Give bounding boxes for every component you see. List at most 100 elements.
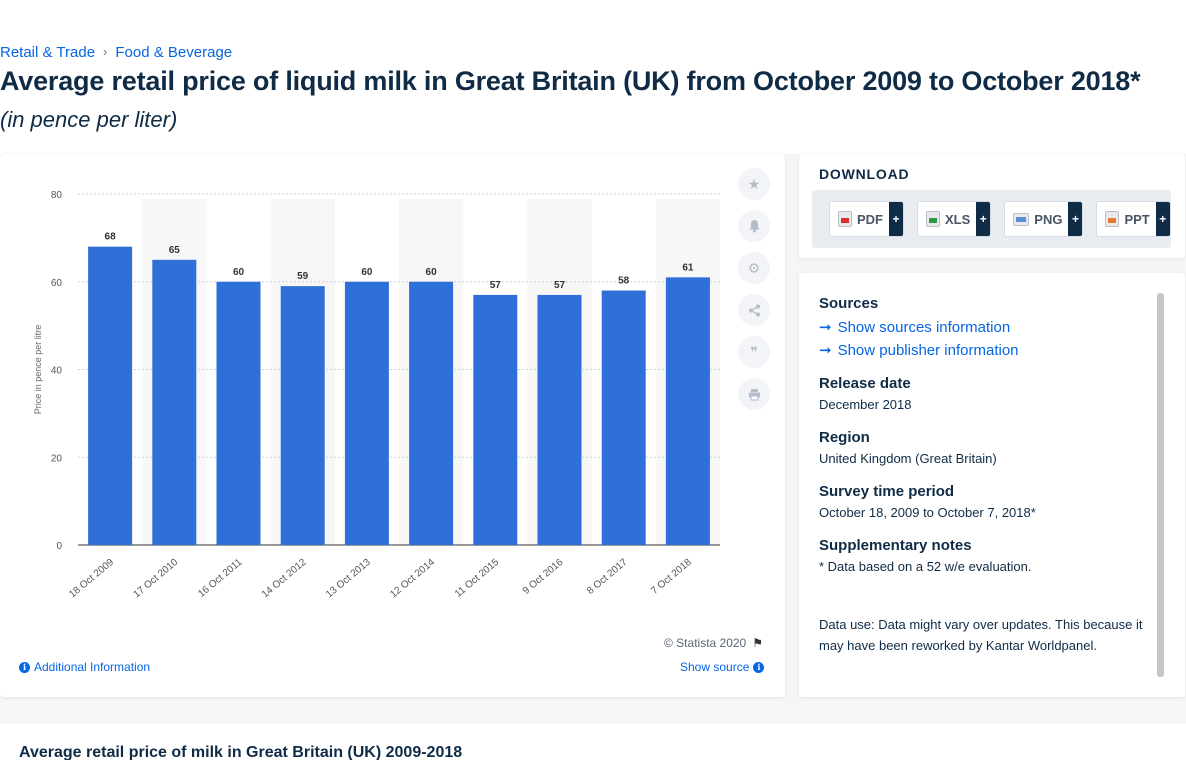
y-tick-label: 0 — [56, 541, 62, 552]
download-xls-button[interactable]: XLS + — [917, 201, 992, 237]
page-subtitle: (in pence per liter) — [0, 107, 178, 132]
bar — [216, 281, 261, 545]
download-ppt-label: PPT — [1124, 211, 1150, 227]
bar — [344, 281, 389, 545]
y-tick-label: 40 — [51, 366, 63, 377]
bar-chart: 0 20 40 60 80 Price in pence per litre 68 18 Oc… — [33, 190, 720, 601]
region-heading: Region — [819, 429, 870, 446]
show-sources-link[interactable]: ➞ Show sources information — [819, 318, 1149, 337]
x-tick-label: 18 Oct 2009 — [67, 557, 116, 601]
citation-quote-icon[interactable]: ❞ — [738, 336, 770, 368]
chart-tools: ★ ⚙ ❞ — [738, 168, 770, 410]
info-content[interactable]: Sources ➞ Show sources information ➞ Sho… — [819, 295, 1149, 677]
data-label: 65 — [169, 245, 181, 256]
pdf-file-icon — [838, 211, 852, 227]
bar — [601, 290, 646, 545]
share-icon[interactable] — [738, 294, 770, 326]
show-source-label: Show source — [680, 660, 750, 674]
show-sources-label: Show sources information — [837, 318, 1011, 336]
sources-heading: Sources — [819, 295, 879, 312]
y-tick-label: 60 — [51, 278, 63, 289]
arrow-right-icon: ➞ — [819, 319, 832, 336]
favorite-star-icon[interactable]: ★ — [738, 168, 770, 200]
top-strip — [0, 0, 1186, 36]
survey-period-value: October 18, 2009 to October 7, 2018* — [819, 505, 1036, 520]
breadcrumb: Retail & Trade › Food & Beverage — [0, 44, 232, 61]
plus-icon: + — [889, 202, 903, 236]
settings-gear-icon[interactable]: ⚙ — [738, 252, 770, 284]
info-scrollbar[interactable] — [1157, 293, 1164, 677]
bar — [665, 277, 710, 545]
x-tick-label: 11 Oct 2015 — [453, 557, 502, 600]
plus-icon: + — [976, 202, 991, 236]
download-card: DOWNLOAD PDF + XLS + PNG + PPT + — [799, 154, 1185, 258]
data-label: 61 — [682, 262, 694, 273]
data-label: 68 — [105, 232, 117, 243]
data-label: 58 — [618, 276, 630, 287]
copyright-text: © Statista 2020 — [664, 636, 747, 650]
data-label: 60 — [426, 267, 438, 278]
y-tick-label: 20 — [51, 453, 63, 464]
y-axis-label: Price in pence per litre — [33, 325, 43, 415]
header-area — [0, 36, 1186, 154]
supplementary-notes-value: * Data based on a 52 w/e evaluation. — [819, 559, 1032, 574]
region-value: United Kingdom (Great Britain) — [819, 451, 997, 466]
breadcrumb-food-beverage[interactable]: Food & Beverage — [115, 44, 233, 61]
bar — [473, 294, 518, 545]
info-icon: i — [19, 661, 30, 673]
bar — [409, 281, 454, 545]
download-png-button[interactable]: PNG + — [1004, 201, 1084, 237]
xls-file-icon — [926, 211, 940, 227]
show-source-link[interactable]: Show source i — [680, 660, 765, 674]
show-publisher-link[interactable]: ➞ Show publisher information — [819, 341, 1149, 360]
data-label: 57 — [554, 280, 566, 291]
x-tick-label: 13 Oct 2013 — [324, 557, 373, 601]
bar — [88, 246, 133, 545]
release-date-value: December 2018 — [819, 397, 912, 412]
x-tick-label: 17 Oct 2010 — [131, 557, 180, 601]
x-tick-label: 12 Oct 2014 — [388, 557, 437, 601]
download-xls-label: XLS — [945, 211, 971, 227]
x-tick-label: 14 Oct 2012 — [260, 557, 309, 601]
arrow-right-icon: ➞ — [819, 342, 832, 359]
data-label: 60 — [233, 267, 245, 278]
chart-card: 0 20 40 60 80 Price in pence per litre 68 18 Oc… — [0, 154, 785, 697]
breadcrumb-retail-trade[interactable]: Retail & Trade — [0, 44, 96, 61]
additional-information-label: Additional Information — [34, 660, 151, 674]
data-label: 59 — [297, 271, 309, 282]
report-flag-icon[interactable]: ⚑ — [752, 636, 763, 650]
bar — [280, 286, 325, 545]
y-tick-label: 80 — [51, 190, 63, 201]
download-ppt-button[interactable]: PPT + — [1096, 201, 1171, 237]
info-icon: i — [753, 661, 765, 673]
page-title: Average retail price of liquid milk in G… — [0, 66, 1141, 96]
info-card: Sources ➞ Show sources information ➞ Sho… — [799, 273, 1185, 697]
download-buttons: PDF + XLS + PNG + PPT + — [812, 190, 1171, 248]
data-label: 60 — [361, 267, 373, 278]
plus-icon: + — [1155, 202, 1170, 236]
x-tick-label: 7 Oct 2018 — [649, 557, 694, 597]
download-png-label: PNG — [1034, 211, 1063, 227]
x-tick-label: 8 Oct 2017 — [585, 557, 630, 597]
info-scrollbar-thumb[interactable] — [1157, 293, 1164, 677]
data-use-note: Data use: Data might vary over updates. … — [819, 617, 1143, 653]
x-tick-label: 9 Oct 2016 — [521, 557, 566, 597]
print-icon[interactable] — [738, 378, 770, 410]
ppt-file-icon — [1105, 211, 1120, 227]
bar — [152, 259, 197, 545]
breadcrumb-separator: › — [103, 44, 108, 59]
plus-icon: + — [1068, 202, 1083, 236]
related-card — [0, 724, 1186, 760]
download-pdf-button[interactable]: PDF + — [829, 201, 904, 237]
bar — [537, 294, 582, 545]
data-label: 57 — [490, 280, 502, 291]
supplementary-notes-heading: Supplementary notes — [819, 537, 972, 554]
survey-period-heading: Survey time period — [819, 483, 955, 500]
show-publisher-label: Show publisher information — [837, 341, 1019, 359]
additional-information-link[interactable]: i Additional Information — [19, 660, 150, 674]
download-title: DOWNLOAD — [819, 166, 910, 182]
notification-bell-icon[interactable] — [738, 210, 770, 242]
download-pdf-label: PDF — [857, 211, 883, 227]
related-statistic-title[interactable]: Average retail price of milk in Great Br… — [19, 744, 463, 760]
